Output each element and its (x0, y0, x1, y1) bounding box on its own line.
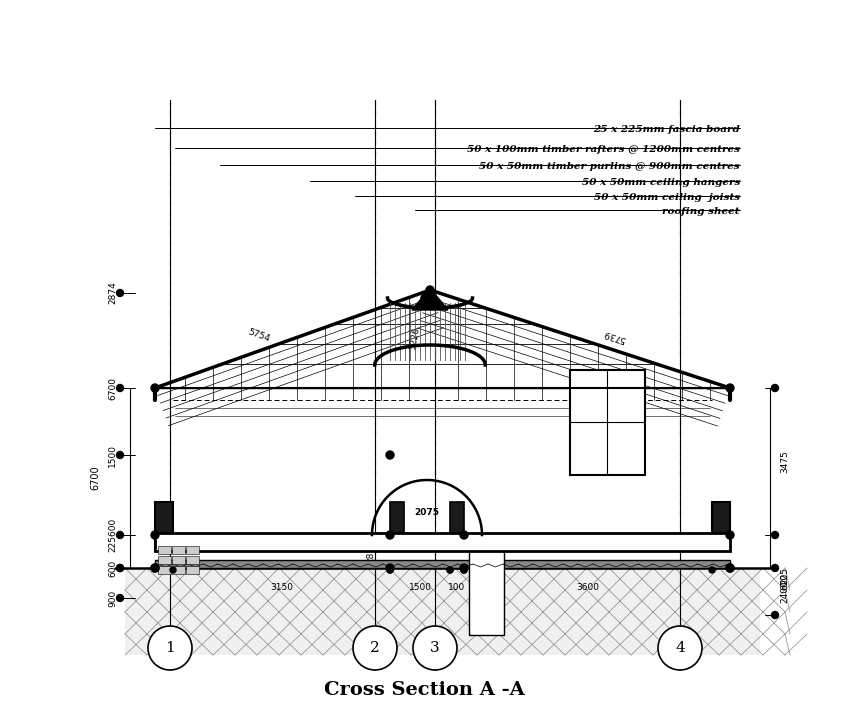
Text: 3150: 3150 (270, 583, 293, 592)
Text: 225: 225 (780, 566, 789, 584)
Circle shape (386, 531, 394, 539)
Circle shape (461, 567, 467, 573)
Text: 5739: 5739 (603, 328, 627, 344)
Text: 2075: 2075 (414, 508, 440, 517)
Text: 100: 100 (448, 583, 465, 592)
Text: 2874: 2874 (366, 540, 375, 563)
Circle shape (148, 626, 192, 670)
Circle shape (151, 384, 159, 392)
Circle shape (413, 626, 457, 670)
Bar (186, 556, 199, 564)
Circle shape (421, 294, 429, 302)
Bar (172, 556, 185, 564)
Circle shape (116, 452, 123, 458)
Bar (155, 560, 730, 568)
Bar (390, 502, 404, 535)
Circle shape (772, 531, 779, 539)
Circle shape (709, 567, 715, 573)
Bar (570, 370, 645, 475)
Bar (125, 568, 760, 655)
Text: 4: 4 (675, 641, 685, 655)
Circle shape (353, 626, 397, 670)
Text: 225600: 225600 (108, 518, 117, 552)
Text: 2: 2 (370, 641, 380, 655)
Circle shape (726, 384, 734, 392)
Text: 50 x 50mm ceiling hangers: 50 x 50mm ceiling hangers (582, 178, 740, 187)
Bar (469, 535, 504, 635)
Circle shape (726, 564, 734, 572)
Bar (158, 556, 171, 564)
Bar (186, 566, 199, 574)
Text: 2874: 2874 (108, 281, 117, 304)
Text: 5226: 5226 (408, 326, 421, 350)
Text: 3475: 3475 (780, 450, 789, 473)
Text: 1500: 1500 (108, 444, 117, 466)
Circle shape (772, 384, 779, 392)
Circle shape (151, 564, 159, 572)
Bar (712, 502, 730, 535)
Text: 1500: 1500 (408, 583, 431, 592)
Circle shape (170, 567, 176, 573)
Circle shape (116, 384, 123, 392)
Text: 3: 3 (430, 641, 440, 655)
Circle shape (151, 564, 159, 572)
Text: 900: 900 (108, 589, 117, 607)
Text: 5754: 5754 (246, 328, 271, 344)
Text: Cross Section A -A: Cross Section A -A (323, 681, 525, 699)
Text: 2625: 2625 (469, 540, 478, 563)
Bar (155, 533, 730, 551)
Bar (158, 566, 171, 574)
Text: 600: 600 (108, 560, 117, 576)
Circle shape (772, 611, 779, 618)
Circle shape (447, 567, 453, 573)
Text: 50 x 100mm timber rafters @ 1200mm centres: 50 x 100mm timber rafters @ 1200mm centr… (467, 145, 740, 154)
Circle shape (386, 564, 394, 572)
Text: 3600: 3600 (576, 583, 599, 592)
Circle shape (447, 567, 453, 573)
Circle shape (387, 567, 393, 573)
Circle shape (726, 531, 734, 539)
Circle shape (151, 531, 159, 539)
Text: 6700: 6700 (90, 465, 100, 490)
Circle shape (461, 567, 467, 573)
Text: 50 x 50mm ceiling  joists: 50 x 50mm ceiling joists (593, 193, 740, 202)
Polygon shape (412, 288, 448, 310)
Bar (155, 502, 173, 535)
Bar (172, 546, 185, 554)
Circle shape (116, 594, 123, 602)
Text: 50 x 50mm timber purlins @ 900mm centres: 50 x 50mm timber purlins @ 900mm centres (480, 162, 740, 171)
Bar (172, 566, 185, 574)
Text: 2400: 2400 (780, 580, 789, 603)
Circle shape (460, 564, 468, 572)
Circle shape (426, 286, 434, 294)
Bar (155, 535, 730, 551)
Circle shape (116, 289, 123, 297)
Circle shape (726, 564, 734, 572)
Circle shape (658, 626, 702, 670)
Text: 6700: 6700 (108, 376, 117, 399)
Text: 25 x 225mm fascia board: 25 x 225mm fascia board (593, 125, 740, 134)
Bar (450, 502, 464, 535)
Text: roofing sheet: roofing sheet (662, 207, 740, 216)
Text: 600: 600 (780, 573, 789, 590)
Circle shape (116, 531, 123, 539)
Bar (158, 546, 171, 554)
Text: 1: 1 (165, 641, 175, 655)
Circle shape (386, 451, 394, 459)
Circle shape (116, 565, 123, 571)
Circle shape (116, 565, 123, 571)
Circle shape (460, 531, 468, 539)
Circle shape (772, 565, 779, 571)
Circle shape (387, 567, 393, 573)
Bar (186, 546, 199, 554)
